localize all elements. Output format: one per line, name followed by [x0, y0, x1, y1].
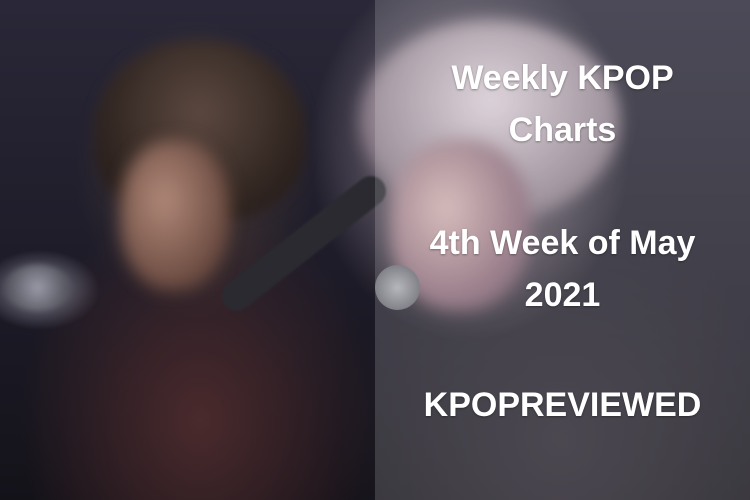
- text-overlay-panel: [375, 0, 750, 500]
- title-line-2: Charts: [508, 111, 617, 149]
- left-microphone: [5, 265, 70, 310]
- left-singer-face: [120, 140, 230, 290]
- title-line-1: Weekly KPOP: [451, 59, 674, 97]
- date-line-1: 4th Week of May: [429, 224, 696, 262]
- date-line-2: 2021: [524, 276, 601, 314]
- microphone-head: [375, 265, 420, 310]
- brand-name: KPOPREVIEWED: [423, 386, 702, 424]
